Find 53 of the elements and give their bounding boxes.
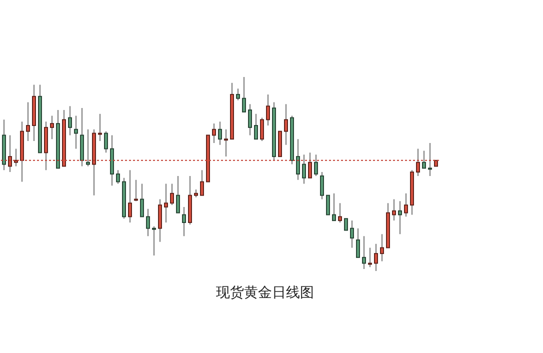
candlestick [392, 198, 396, 222]
candlestick [14, 148, 18, 167]
candlestick [26, 102, 30, 142]
candlestick [320, 172, 324, 200]
candlestick [152, 226, 156, 256]
candlestick [314, 154, 318, 176]
candlestick [104, 130, 108, 154]
candlestick [224, 128, 228, 158]
candlestick [308, 152, 312, 178]
candlestick [218, 121, 222, 146]
candlestick [146, 208, 150, 237]
candlestick [422, 150, 426, 169]
candlestick [338, 202, 342, 223]
candlestick [332, 192, 336, 222]
candlestick [248, 104, 252, 136]
candlestick [68, 106, 72, 136]
candlestick [260, 117, 264, 142]
candlestick [86, 128, 90, 167]
candlestick [50, 115, 54, 140]
candlestick [398, 200, 402, 235]
candlestick [350, 220, 354, 248]
candlestick [302, 154, 306, 184]
candlestick [356, 228, 360, 258]
candlestick [164, 183, 168, 223]
candlestick [116, 170, 120, 184]
text: 现货黄金日线图 [215, 284, 315, 302]
candlestick [212, 123, 216, 144]
candlestick [8, 134, 12, 173]
candlestick [74, 115, 78, 150]
candlestick [374, 243, 378, 271]
candlestick [182, 206, 186, 237]
candlestick [98, 113, 102, 142]
candlestick [404, 192, 408, 218]
candlestick [428, 142, 432, 176]
candlestick [362, 236, 366, 270]
candlestick [200, 170, 204, 196]
candlestick [344, 218, 348, 231]
candlestick [242, 77, 246, 112]
candlestick [158, 198, 162, 242]
candlestick [284, 104, 288, 146]
candlestick [380, 234, 384, 262]
candlestick [326, 194, 330, 216]
candlestick [254, 113, 258, 140]
candlestick [128, 170, 132, 223]
candlestick [266, 94, 270, 126]
candlestick [296, 138, 300, 180]
candlestick [140, 183, 144, 218]
candlestick [236, 88, 240, 101]
candlestick [134, 179, 138, 202]
candlestick [176, 175, 180, 214]
candlestick [368, 247, 372, 268]
candlestick [416, 148, 420, 176]
candlestick [170, 183, 174, 206]
